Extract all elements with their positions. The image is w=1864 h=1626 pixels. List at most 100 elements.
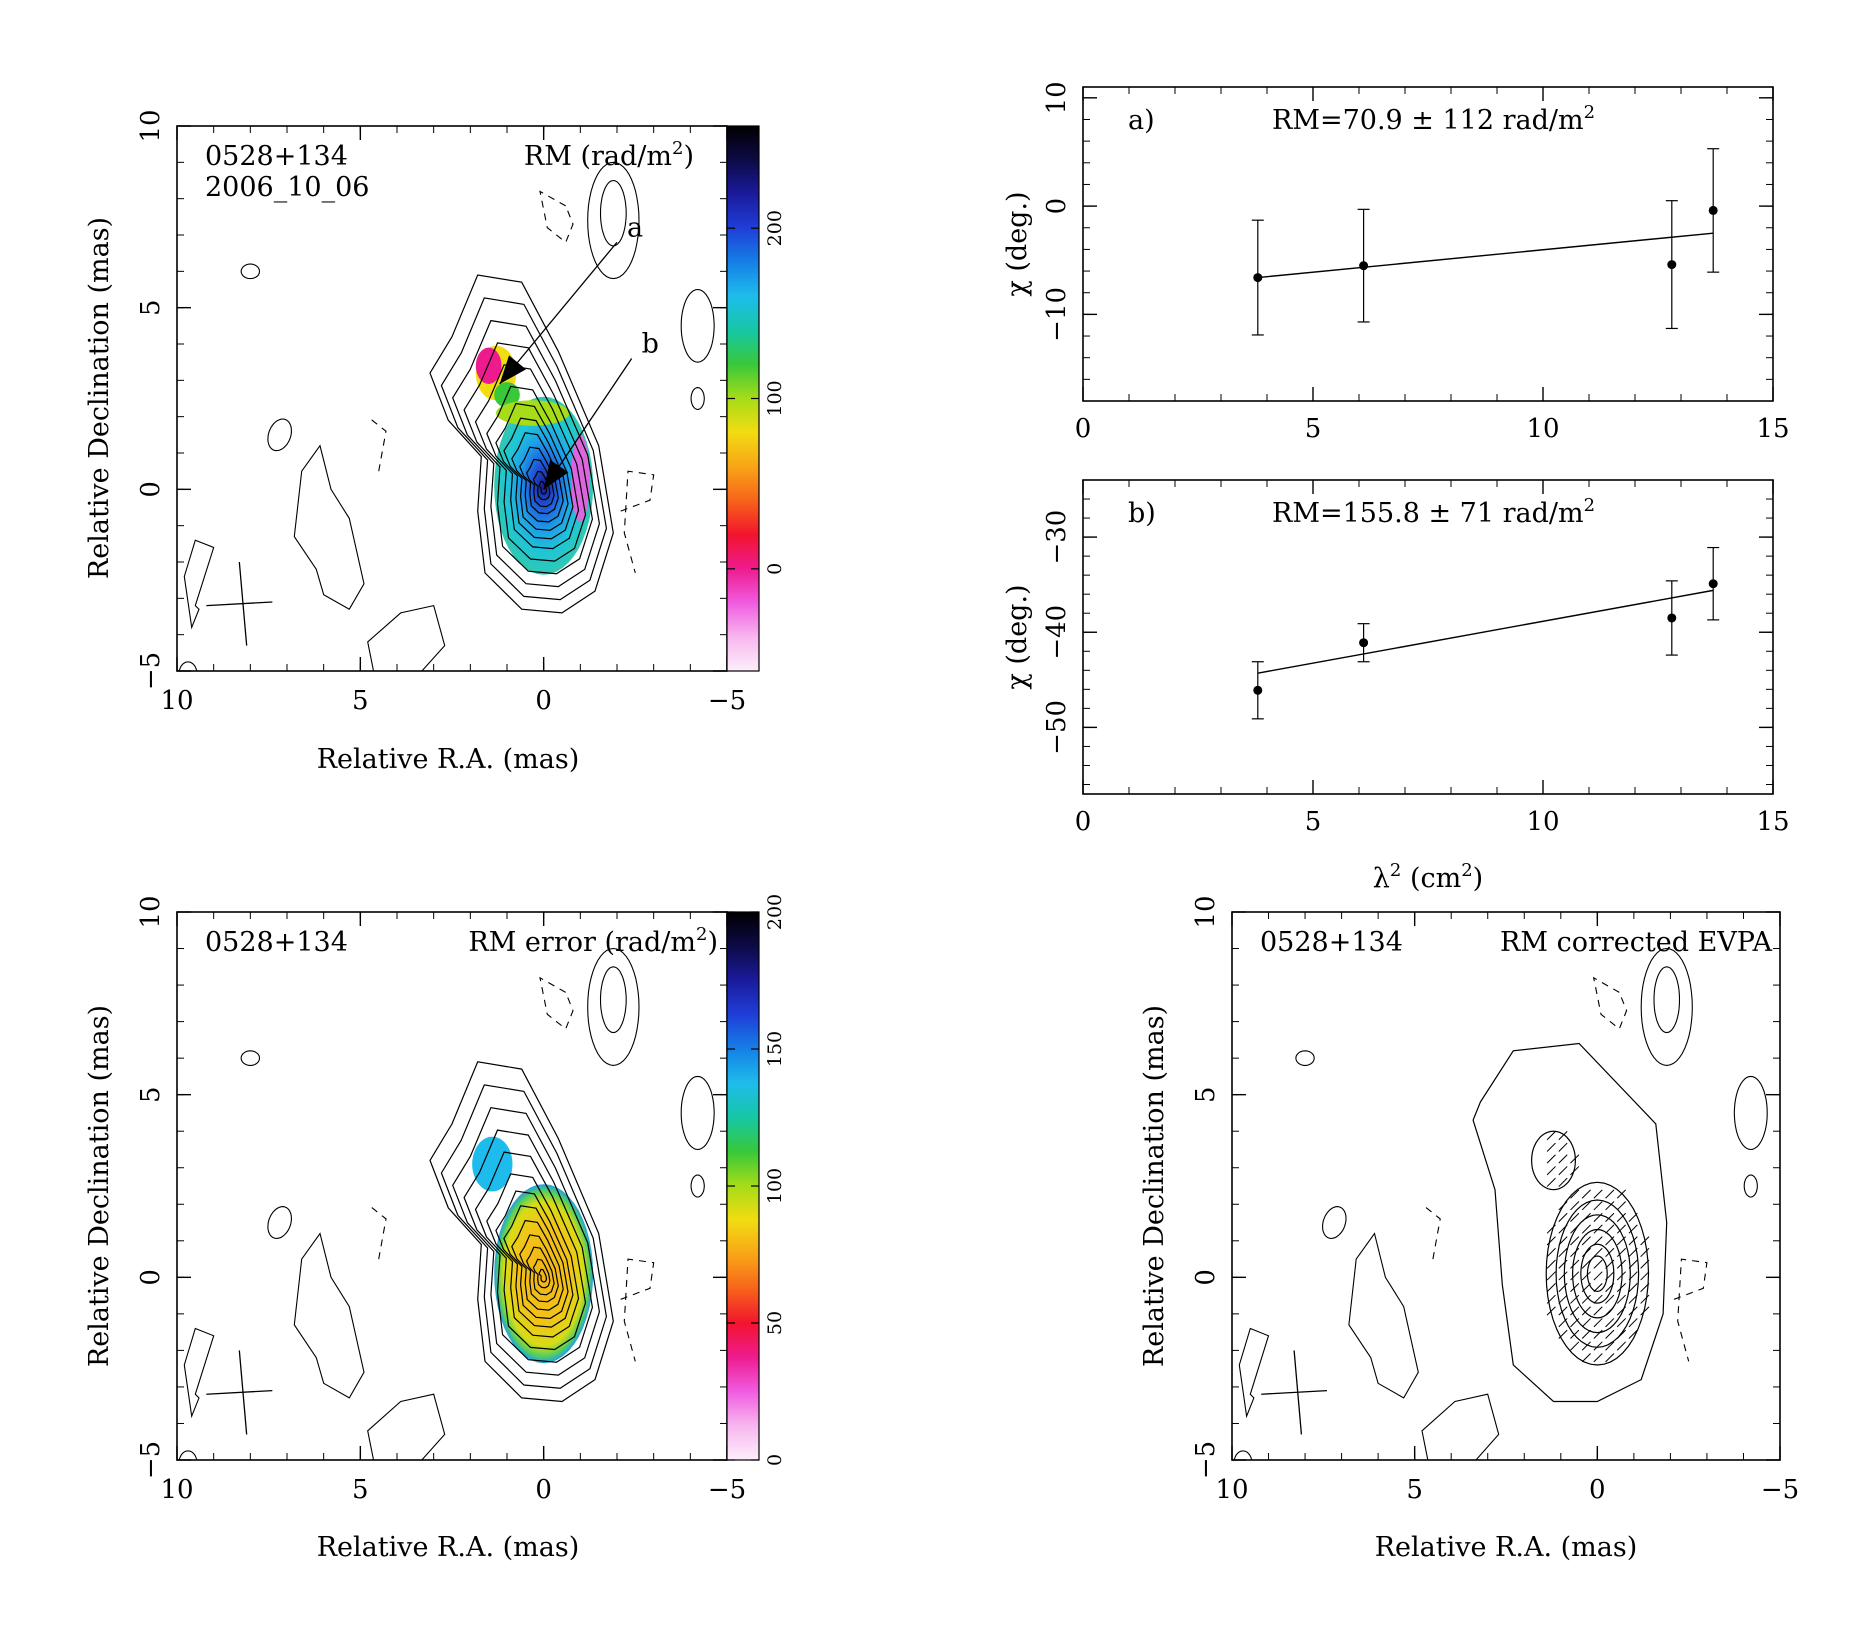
rm-fit-panel-b: 0 5 10 15−50−40−30 b) RM=155.8 ± 71 rad/m2 … xyxy=(1002,479,1790,894)
evpa-vector xyxy=(1605,1353,1615,1363)
x-tick-label: −5 xyxy=(708,686,746,716)
evpa-vector xyxy=(1570,1236,1580,1246)
evpa-vector xyxy=(1581,1294,1591,1304)
evpa-vector xyxy=(1628,1294,1638,1304)
rm-error-core-region xyxy=(494,1184,594,1364)
y-tick-label: 0 xyxy=(1042,198,1072,215)
evpa-vector xyxy=(1570,1224,1580,1234)
evpa-map-quantity-label: RM corrected EVPA xyxy=(1500,927,1772,958)
noise-contour xyxy=(183,539,215,630)
data-point xyxy=(1253,685,1263,695)
colorbar-tick-label: 100 xyxy=(764,380,786,416)
evpa-vector xyxy=(1605,1224,1615,1234)
evpa-vector xyxy=(1616,1247,1626,1258)
evpa-vector xyxy=(1546,1131,1556,1141)
contour-level xyxy=(1545,1181,1650,1366)
x-tick-label: 10 xyxy=(160,1475,193,1505)
evpa-vector xyxy=(1616,1236,1626,1246)
evpa-vector xyxy=(1628,1259,1638,1269)
contour-level xyxy=(452,1107,601,1376)
evpa-vector xyxy=(1546,1154,1556,1164)
evpa-vector xyxy=(1628,1224,1638,1234)
evpa-vector xyxy=(1616,1259,1626,1269)
contour-level xyxy=(463,1129,594,1363)
evpa-vector xyxy=(1605,1189,1615,1199)
evpa-vector xyxy=(1593,1259,1603,1269)
evpa-map-ylabel: Relative Declination (mas) xyxy=(1139,1005,1170,1367)
negative-contour xyxy=(539,190,574,244)
contour-level xyxy=(474,1151,587,1351)
evpa-vector xyxy=(1546,1142,1556,1152)
evpa-vector xyxy=(1581,1189,1591,1199)
evpa-vector xyxy=(1605,1306,1615,1316)
rm-map-xlabel: Relative R.A. (mas) xyxy=(317,744,580,775)
data-point xyxy=(1359,261,1369,271)
noise-contour xyxy=(240,263,261,280)
evpa-vector xyxy=(1581,1212,1591,1222)
contour-level xyxy=(538,1268,548,1283)
noise-contour xyxy=(1348,1232,1419,1399)
evpa-vector xyxy=(1593,1283,1603,1293)
colorbar-tick-label: 100 xyxy=(764,1168,786,1204)
x-tick-label: 10 xyxy=(1526,807,1559,837)
evpa-vector xyxy=(1616,1306,1626,1316)
rm-map-frame xyxy=(176,125,728,672)
evpa-vector xyxy=(1605,1341,1615,1351)
x-tick-label: 0 xyxy=(535,1475,552,1505)
panel-b-axes: 0 5 10 15 −50 −40 −30 xyxy=(1042,479,1790,837)
negative-contour xyxy=(367,1203,387,1260)
rm-error-map-quantity-label: RM error (rad/m2) xyxy=(468,924,718,958)
y-tick-label: 10 xyxy=(1042,81,1072,114)
evpa-vector xyxy=(1558,1201,1568,1211)
marker-label: b xyxy=(642,329,659,360)
contour-level xyxy=(1571,1228,1623,1319)
noise-contour xyxy=(1640,947,1693,1066)
evpa-vector xyxy=(1640,1271,1650,1281)
evpa-map-axis-ticks: 10 5 0 −5 −5 0 5 10 xyxy=(1191,895,1799,1505)
negative-contour xyxy=(620,470,655,574)
y-tick-label: 10 xyxy=(1191,895,1221,928)
evpa-vector xyxy=(1581,1247,1591,1258)
evpa-vector xyxy=(1570,1329,1580,1339)
rm-error-map-ylabel: Relative Declination (mas) xyxy=(84,1005,115,1367)
x-tick-label: 0 xyxy=(535,686,552,716)
evpa-vector xyxy=(1640,1236,1650,1246)
rm-colorbar: 0 100 200 xyxy=(726,125,786,672)
evpa-vector xyxy=(1546,1247,1556,1258)
panel-a-frame xyxy=(1082,86,1774,402)
evpa-vector xyxy=(1593,1247,1603,1258)
evpa-vector xyxy=(1558,1247,1568,1258)
colorbar-tick-label: 150 xyxy=(764,1031,786,1067)
evpa-vector xyxy=(1546,1306,1556,1316)
x-tick-label: 10 xyxy=(160,686,193,716)
noise-contour xyxy=(183,1327,215,1419)
contour-level xyxy=(1580,1243,1615,1304)
panel-b-ylabel: χ (deg.) xyxy=(1002,584,1033,689)
contour-level xyxy=(440,1084,608,1389)
evpa-vector xyxy=(1581,1271,1591,1281)
y-tick-label: 5 xyxy=(1191,1086,1221,1103)
y-tick-label: −5 xyxy=(1191,1441,1221,1479)
evpa-vector xyxy=(1616,1341,1626,1351)
evpa-vector xyxy=(1558,1236,1568,1246)
evpa-vector xyxy=(1640,1259,1650,1269)
x-tick-label: 5 xyxy=(1305,807,1322,837)
evpa-map-plot-area xyxy=(1233,947,1768,1460)
data-point xyxy=(1253,273,1263,283)
negative-contour xyxy=(1592,976,1628,1030)
evpa-vector xyxy=(1616,1201,1626,1211)
evpa-vector xyxy=(1570,1166,1580,1176)
colorbar-tick-label: 50 xyxy=(764,1311,786,1335)
evpa-vector xyxy=(1570,1189,1580,1199)
total-intensity-contours xyxy=(429,1061,614,1403)
evpa-vector xyxy=(1593,1341,1603,1351)
contour-level xyxy=(452,319,601,588)
evpa-vector xyxy=(1616,1189,1626,1199)
marker-arrow-line xyxy=(499,241,618,385)
marker-arrow-head xyxy=(543,459,569,490)
rm-pixel-region xyxy=(475,347,502,384)
contour-level xyxy=(532,470,551,501)
noise-contour xyxy=(1743,1174,1758,1198)
rm-error-colorbar: 0 50 100 150 200 xyxy=(726,894,786,1466)
